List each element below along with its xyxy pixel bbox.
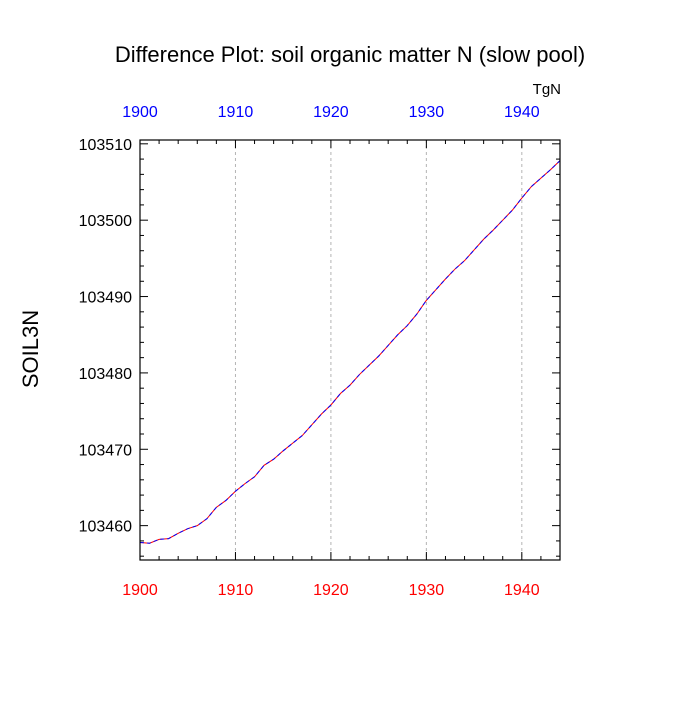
units-label: TgN — [533, 81, 561, 98]
grid-lines — [234, 140, 523, 560]
axis-ticks — [139, 140, 561, 560]
y-tick-label: 103490 — [79, 290, 132, 307]
chart-title: Difference Plot: soil organic matter N (… — [115, 42, 585, 67]
x-tick-label-top: 1900 — [122, 104, 158, 121]
y-axis-label: SOIL3N — [18, 310, 43, 388]
y-tick-label: 103500 — [79, 213, 132, 230]
x-tick-label-bottom: 1940 — [504, 582, 540, 599]
x-tick-labels-bottom: 1900 1910 1920 1930 1940 — [122, 582, 540, 599]
x-tick-label-top: 1930 — [409, 104, 445, 121]
x-tick-label-bottom: 1900 — [122, 582, 158, 599]
x-tick-label-bottom: 1930 — [409, 582, 445, 599]
series-line-1 — [139, 160, 561, 544]
y-tick-label: 103510 — [79, 137, 132, 154]
x-tick-label-top: 1910 — [218, 104, 254, 121]
x-tick-label-bottom: 1920 — [313, 582, 349, 599]
series-group — [139, 160, 561, 544]
y-tick-label: 103480 — [79, 366, 132, 383]
plot-frame — [139, 139, 561, 561]
y-tick-label: 103470 — [79, 442, 132, 459]
x-tick-label-top: 1920 — [313, 104, 349, 121]
x-tick-labels-top: 1900 1910 1920 1930 1940 — [122, 104, 540, 121]
x-tick-label-top: 1940 — [504, 104, 540, 121]
y-tick-labels: 103460 103470 103480 103490 103500 103510 — [79, 137, 132, 536]
series-line-2 — [139, 160, 561, 544]
y-tick-label: 103460 — [79, 519, 132, 536]
x-tick-label-bottom: 1910 — [218, 582, 254, 599]
